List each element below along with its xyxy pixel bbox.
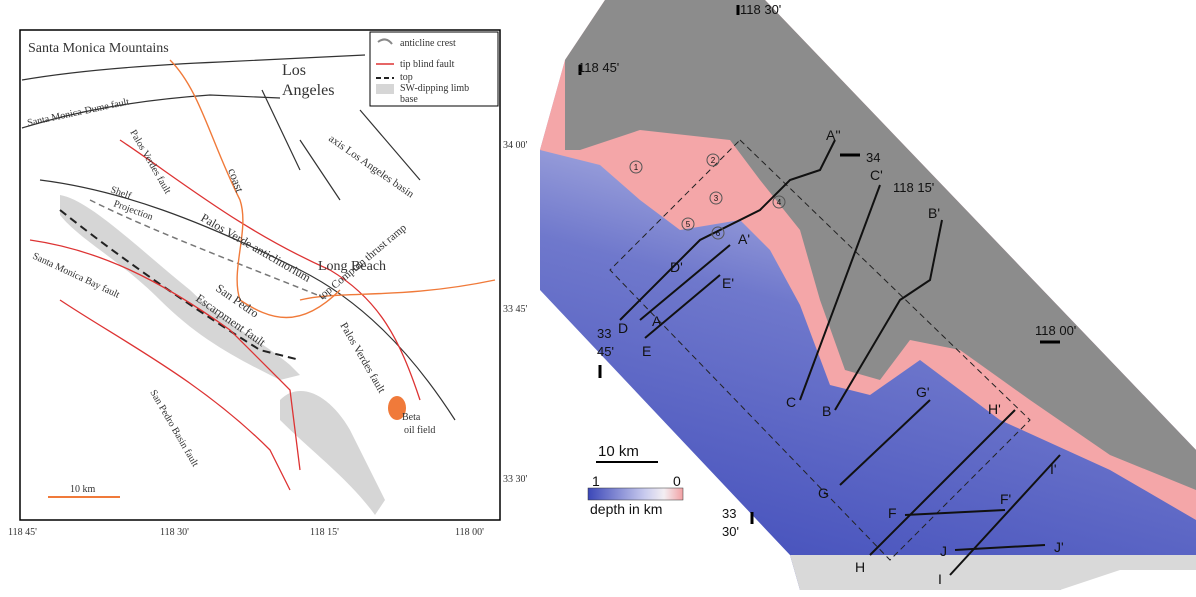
section-label: E (642, 343, 651, 359)
latitude-label: 33 30' (503, 474, 528, 485)
longitude-label: 118 30' (740, 2, 781, 17)
figure: Santa Monica Mountains Los Angeles Long … (0, 0, 1196, 597)
no-data-area (790, 555, 1196, 590)
longitude-label: 118 00' (455, 527, 484, 538)
section-label: A'' (826, 127, 841, 143)
section-label: A (652, 313, 662, 329)
place-label: oil field (404, 425, 435, 436)
place-label: Los (282, 62, 306, 79)
colorbar-min: 0 (673, 473, 681, 489)
section-label: B (822, 403, 831, 419)
site-label: 5 (686, 220, 691, 229)
place-label: Angeles (282, 82, 334, 99)
legend: anticline crest tip blind fault top SW-d… (370, 32, 498, 106)
latitude-label: 34 00' (503, 140, 528, 151)
section-label: F (888, 505, 897, 521)
section-label: D (618, 320, 628, 336)
section-label: H (855, 559, 865, 575)
legend-symbol (376, 84, 394, 94)
legend-label: SW-dipping limb (400, 83, 469, 94)
longitude-label: 118 15' (310, 527, 339, 538)
latitude-label: 33 45' (503, 304, 528, 315)
latitude-label: 30' (722, 524, 739, 539)
colorbar-max: 1 (592, 473, 600, 489)
latitude-label: 33 (722, 506, 736, 521)
longitude-label: 118 30' (160, 527, 189, 538)
section-label: I' (1050, 461, 1057, 477)
longitude-label: 118 00' (1035, 323, 1076, 338)
colorbar (588, 488, 683, 500)
latitude-label: 45' (597, 344, 614, 359)
legend-label: top (400, 72, 413, 83)
section-label: A' (738, 231, 750, 247)
legend-label: anticline crest (400, 38, 456, 49)
place-label: Santa Monica Mountains (28, 41, 169, 56)
longitude-label: 118 45' (578, 60, 619, 75)
section-label: J (940, 543, 947, 559)
section-label: F' (1000, 491, 1011, 507)
colorbar-label: depth in km (590, 501, 662, 517)
section-label: D' (670, 259, 683, 275)
legend-label: base (400, 94, 418, 105)
site-label: 6 (716, 229, 721, 238)
site-label: 1 (634, 163, 639, 172)
legend-label: tip blind fault (400, 59, 455, 70)
section-label: C (786, 394, 796, 410)
section-label: I (938, 571, 942, 587)
place-label: Beta (402, 412, 421, 423)
left-map: Santa Monica Mountains Los Angeles Long … (8, 30, 528, 538)
longitude-label: 118 45' (8, 527, 37, 538)
scale-label: 10 km (70, 484, 96, 495)
longitude-label: 118 15' (893, 180, 934, 195)
section-label: G (818, 485, 829, 501)
latitude-label: 34 (866, 150, 880, 165)
section-label: H' (988, 401, 1001, 417)
latitude-label: 33 (597, 326, 611, 341)
section-label: J' (1054, 539, 1064, 555)
section-label: E' (722, 275, 734, 291)
section-label: G' (916, 384, 930, 400)
site-label: 3 (714, 194, 719, 203)
site-label: 2 (711, 156, 716, 165)
section-label: B' (928, 205, 940, 221)
section-label: C' (870, 167, 883, 183)
site-label: 4 (777, 198, 782, 207)
scale-label: 10 km (598, 443, 639, 460)
right-map: 118 30' 118 45' 118 15' 118 00' 34 33 45… (540, 0, 1196, 590)
